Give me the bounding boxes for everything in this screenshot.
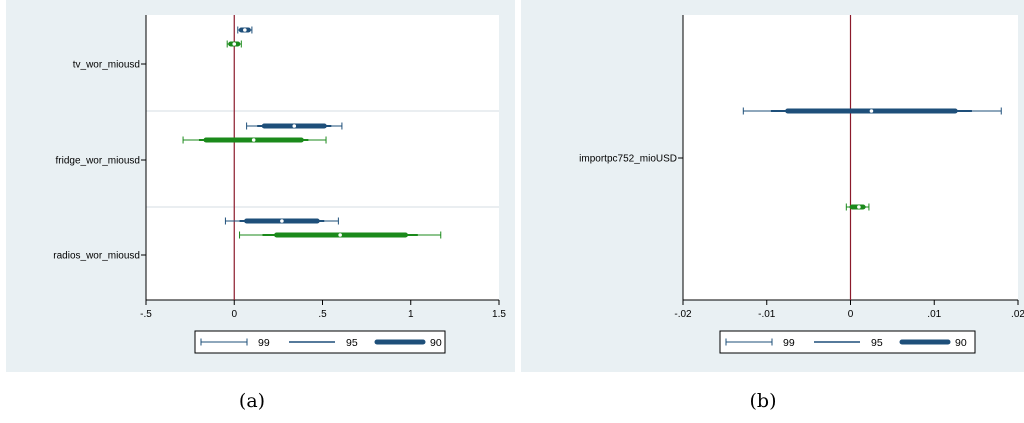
panel-caption: (b) — [750, 390, 777, 412]
legend-label-99: 99 — [783, 337, 795, 349]
point-estimate — [857, 205, 861, 209]
legend-label-90: 90 — [955, 337, 967, 349]
point-estimate — [292, 124, 297, 128]
panel-caption: (a) — [239, 390, 265, 412]
category-label: importpc752_mioUSD — [579, 154, 677, 165]
point-estimate — [280, 219, 284, 223]
x-tick-label: .01 — [927, 309, 941, 320]
point-estimate — [232, 42, 237, 46]
legend-label-90: 90 — [430, 337, 442, 349]
x-tick-label: 0 — [848, 309, 854, 320]
legend-label-95: 95 — [346, 337, 358, 349]
x-tick-label: -.5 — [140, 309, 152, 320]
x-tick-label: 0 — [231, 309, 237, 320]
legend-label-99: 99 — [258, 337, 270, 349]
x-tick-label: 1.5 — [492, 309, 506, 320]
legend-label-95: 95 — [871, 337, 883, 349]
category-label: fridge_wor_miousd — [56, 156, 141, 167]
point-estimate — [243, 28, 247, 32]
category-label: tv_wor_miousd — [73, 60, 140, 71]
x-tick-label: -.02 — [674, 309, 692, 320]
x-tick-label: .5 — [318, 309, 327, 320]
chart-panel-2: -.02 -.01 0 .01 .02 importpc752_mioUSD 99 95 90 — [521, 0, 1024, 372]
category-label: radios_wor_miousd — [53, 251, 140, 262]
x-tick-label: .02 — [1011, 309, 1024, 320]
x-tick-label: -.01 — [758, 309, 776, 320]
x-tick-label: 1 — [408, 309, 414, 320]
plot-area — [146, 15, 499, 300]
chart-panel-1: -.5 0 .5 1 1.5 tv_wor_miousd fridge_wor_miousd… — [6, 0, 515, 372]
point-estimate — [251, 138, 256, 142]
point-estimate — [338, 233, 342, 237]
point-estimate — [869, 109, 874, 113]
